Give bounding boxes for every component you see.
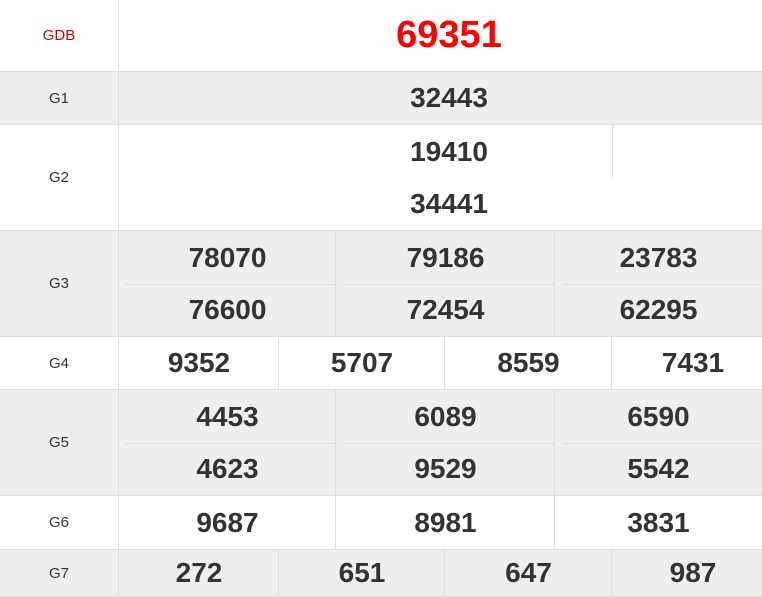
prize-number: 651: [338, 557, 386, 588]
prize-number: 32443: [410, 82, 488, 113]
divider: [124, 443, 336, 444]
divider: [554, 390, 555, 495]
prize-label: G1: [0, 72, 119, 124]
prize-number: 6089: [414, 400, 477, 432]
prize-number: 5542: [627, 453, 690, 484]
prize-label: G7: [0, 550, 119, 596]
prize-label: G4: [0, 337, 119, 389]
divider: [335, 390, 336, 495]
prize-number: 78070: [188, 241, 267, 273]
prize-label: G6: [0, 496, 119, 549]
divider: [124, 284, 336, 285]
prize-number: 3831: [627, 506, 690, 538]
prize-row-g7: G7 272 651 647 987: [0, 550, 762, 597]
prize-label: G3: [0, 231, 119, 336]
prize-number: 19410: [410, 135, 488, 167]
prize-row-g2: G2 19410 34441: [0, 125, 762, 231]
prize-number: 5707: [330, 347, 394, 378]
prize-number: 34441: [410, 188, 488, 219]
prize-number: 9529: [414, 453, 477, 484]
prize-number: 272: [175, 557, 223, 588]
divider: [611, 337, 612, 389]
prize-number: 9687: [196, 506, 259, 538]
divider: [335, 496, 336, 549]
prize-number: 6590: [627, 400, 690, 432]
prize-label: GDB: [0, 0, 119, 71]
prize-number: 4453: [196, 400, 259, 432]
prize-row-g3: G3 78070 76600 79186 72454 23783 62295: [0, 231, 762, 337]
prize-row-g5: G5 4453 4623 6089 9529 6590 5542: [0, 390, 762, 496]
prize-number: 9352: [167, 347, 231, 378]
divider: [554, 231, 555, 336]
prize-number: 8559: [497, 347, 560, 378]
prize-label: G5: [0, 390, 119, 495]
divider: [612, 125, 613, 178]
prize-number: 7431: [661, 347, 725, 378]
prize-number: 69351: [396, 14, 502, 56]
prize-number: 8981: [414, 506, 477, 538]
prize-number: 23783: [619, 241, 698, 273]
prize-row-g6: G6 9687 8981 3831: [0, 496, 762, 550]
divider: [444, 550, 445, 596]
prize-row-g4: G4 9352 5707 8559 7431: [0, 337, 762, 390]
prize-number: 79186: [406, 241, 485, 273]
prize-number: 987: [669, 557, 717, 588]
divider: [344, 443, 555, 444]
prize-number: 4623: [196, 453, 259, 484]
prize-number: 76600: [188, 294, 267, 325]
divider: [344, 284, 555, 285]
prize-row-g1: G1 32443: [0, 72, 762, 125]
prize-number: 647: [505, 557, 552, 588]
prize-number: 72454: [406, 294, 485, 325]
prize-label: G2: [0, 125, 119, 230]
divider: [335, 231, 336, 336]
divider: [554, 496, 555, 549]
divider: [278, 550, 279, 596]
divider: [611, 550, 612, 596]
divider: [563, 284, 762, 285]
prize-row-gdb: GDB 69351: [0, 0, 762, 72]
divider: [444, 337, 445, 389]
divider: [278, 337, 279, 389]
prize-number: 62295: [619, 294, 698, 325]
divider: [563, 443, 762, 444]
